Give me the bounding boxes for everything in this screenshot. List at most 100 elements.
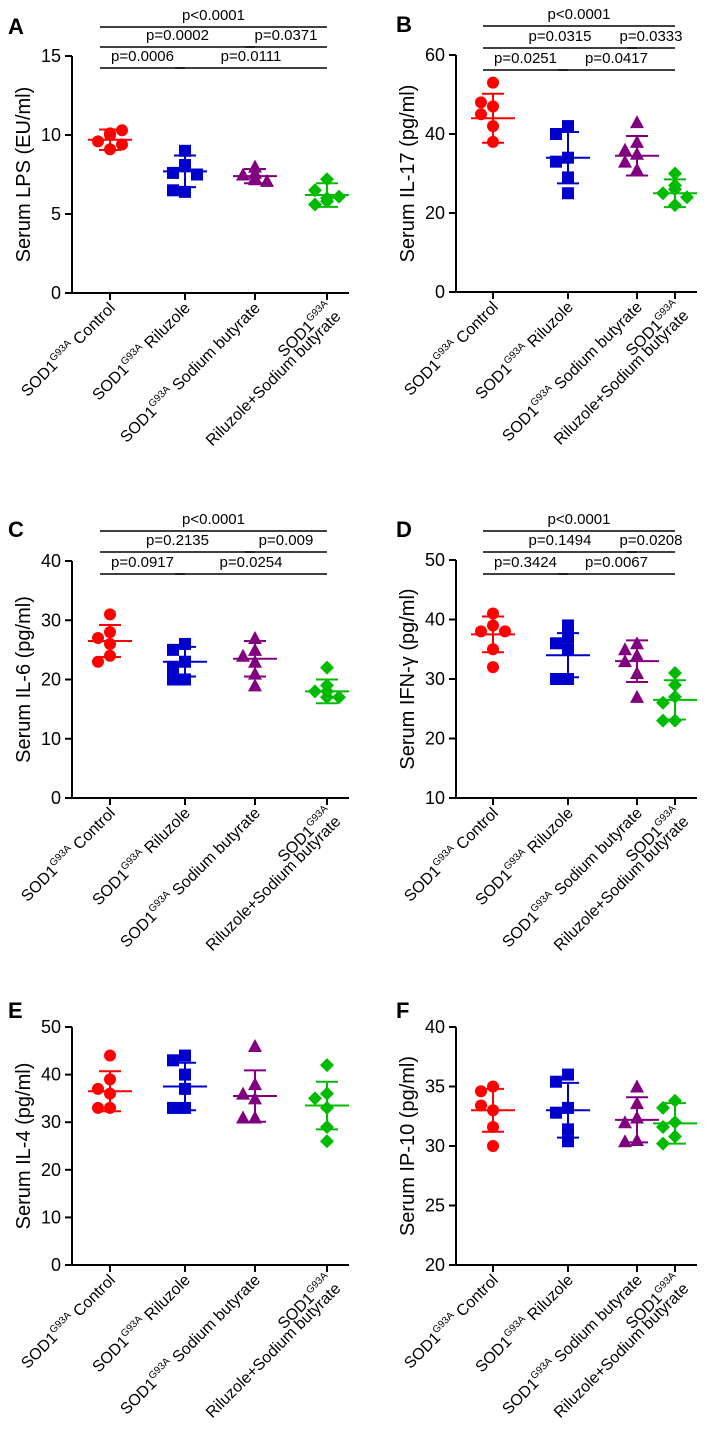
p-value-label: p=0.0371 bbox=[255, 27, 318, 44]
y-tick-label: 30 bbox=[425, 1136, 445, 1156]
data-point bbox=[618, 142, 632, 156]
y-tick-label: 50 bbox=[41, 1017, 61, 1037]
data-point bbox=[92, 135, 104, 148]
x-category-label: SOD1G93A Sodium butyrate bbox=[116, 1270, 264, 1418]
data-point bbox=[550, 1106, 562, 1119]
y-tick-label: 15 bbox=[41, 46, 61, 66]
data-point bbox=[179, 185, 191, 198]
x-category-label: SOD1G93A Sodium butyrate bbox=[116, 298, 264, 446]
data-point bbox=[668, 713, 682, 728]
data-point bbox=[167, 1054, 179, 1067]
y-tick-label: 60 bbox=[425, 45, 445, 65]
data-point bbox=[104, 608, 116, 621]
x-category-label: SOD1G93ARiluzole+Sodium butyrate bbox=[193, 1270, 344, 1421]
data-point bbox=[668, 666, 682, 681]
y-tick-label: 30 bbox=[41, 1112, 61, 1132]
y-tick-label: 10 bbox=[41, 125, 61, 145]
data-point bbox=[116, 138, 128, 151]
x-category-label: SOD1G93ARiluzole+Sodium butyrate bbox=[193, 803, 344, 954]
data-point bbox=[630, 1079, 644, 1093]
p-value-label: p=0.0002 bbox=[146, 27, 209, 44]
data-point bbox=[618, 642, 632, 656]
y-tick-label: 40 bbox=[425, 1017, 445, 1037]
p-value-label: p=0.0254 bbox=[220, 554, 283, 571]
data-point bbox=[167, 643, 179, 656]
data-point bbox=[308, 197, 322, 212]
data-point bbox=[656, 695, 670, 710]
data-point bbox=[236, 1110, 250, 1124]
y-tick-label: 50 bbox=[425, 550, 445, 570]
data-point bbox=[320, 1058, 334, 1073]
y-tick-label: 20 bbox=[41, 1160, 61, 1180]
p-value-label: p=0.1494 bbox=[529, 532, 592, 549]
data-point bbox=[562, 120, 574, 133]
y-tick-label: 30 bbox=[425, 669, 445, 689]
p-value-label: p=0.0208 bbox=[620, 532, 683, 549]
data-point bbox=[550, 128, 562, 140]
data-point bbox=[92, 1082, 104, 1095]
data-point bbox=[179, 144, 191, 157]
x-category-label: SOD1G93A Sodium butyrate bbox=[116, 803, 264, 951]
data-point bbox=[320, 1134, 334, 1149]
p-value-label: p=0.0111 bbox=[221, 48, 282, 65]
y-tick-label: 0 bbox=[51, 283, 61, 303]
data-point bbox=[668, 1093, 682, 1108]
data-point bbox=[167, 661, 179, 674]
y-tick-label: 20 bbox=[425, 729, 445, 749]
panel-letter: B bbox=[396, 12, 412, 37]
p-value-label: p<0.0001 bbox=[182, 511, 245, 528]
p-value-label: p=0.0333 bbox=[620, 28, 683, 45]
y-tick-label: 0 bbox=[51, 788, 61, 808]
data-point bbox=[475, 625, 487, 638]
data-point bbox=[550, 637, 562, 650]
data-point bbox=[308, 1091, 322, 1106]
p-value-label: p=0.3424 bbox=[494, 554, 557, 571]
data-point bbox=[332, 189, 346, 204]
data-point bbox=[248, 1039, 262, 1053]
data-point bbox=[562, 673, 574, 685]
p-value-label: p<0.0001 bbox=[548, 511, 611, 528]
data-point bbox=[167, 184, 179, 197]
data-point bbox=[179, 1049, 191, 1062]
y-axis-label: Serum LPS (EU/ml) bbox=[13, 87, 35, 263]
data-point bbox=[475, 1085, 487, 1098]
data-point bbox=[104, 1049, 116, 1062]
data-point bbox=[656, 1119, 670, 1134]
data-point bbox=[236, 648, 250, 662]
panel-letter: C bbox=[8, 517, 24, 542]
y-tick-label: 10 bbox=[41, 729, 61, 749]
data-point bbox=[656, 1136, 670, 1151]
data-point bbox=[167, 166, 179, 179]
panel-letter: D bbox=[396, 517, 412, 542]
data-point bbox=[668, 166, 682, 181]
data-point bbox=[618, 154, 632, 168]
data-point bbox=[562, 619, 574, 632]
data-point bbox=[475, 96, 487, 109]
data-point bbox=[487, 661, 499, 674]
y-axis-label: Serum IL-6 (pg/ml) bbox=[13, 596, 35, 763]
x-category-label: SOD1G93ARiluzole+Sodium butyrate bbox=[193, 298, 344, 449]
y-axis-label: Serum IL-4 (pg/ml) bbox=[13, 1063, 35, 1230]
data-point bbox=[656, 713, 670, 728]
y-tick-label: 5 bbox=[51, 204, 61, 224]
data-point bbox=[656, 1100, 670, 1115]
data-point bbox=[320, 660, 334, 675]
data-point bbox=[550, 673, 562, 685]
p-value-label: p<0.0001 bbox=[182, 7, 245, 24]
p-value-label: p=0.0315 bbox=[529, 28, 592, 45]
y-tick-label: 25 bbox=[425, 1196, 445, 1216]
y-tick-label: 40 bbox=[425, 124, 445, 144]
y-tick-label: 20 bbox=[425, 203, 445, 223]
y-axis-label: Serum IL-17 (pg/ml) bbox=[397, 85, 419, 263]
data-point bbox=[332, 690, 346, 705]
y-axis-label: Serum IP-10 (pg/ml) bbox=[397, 1056, 419, 1236]
y-tick-label: 10 bbox=[41, 1207, 61, 1227]
p-value-label: p=0.0006 bbox=[111, 48, 174, 65]
y-tick-label: 0 bbox=[51, 1255, 61, 1275]
